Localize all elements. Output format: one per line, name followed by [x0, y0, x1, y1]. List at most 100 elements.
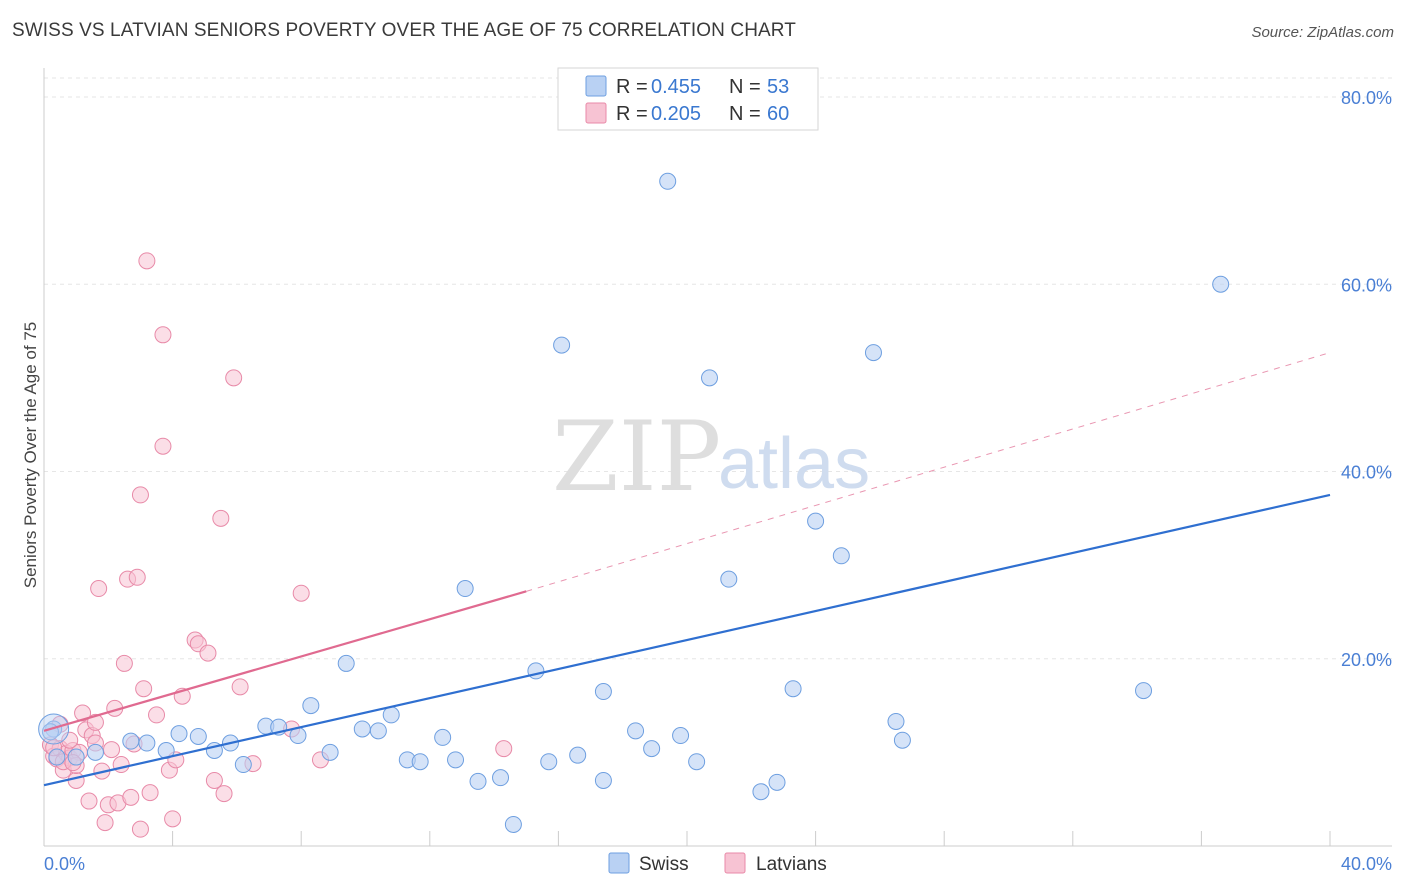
swiss-point: [1212, 275, 1230, 293]
latvians-point: [86, 713, 104, 731]
x-tick-label: 0.0%: [44, 854, 85, 874]
latvians-point: [128, 568, 146, 586]
swiss-point: [234, 756, 252, 774]
latvians-point: [495, 740, 513, 758]
latvians-points: [41, 252, 513, 838]
latvians-point: [154, 326, 172, 344]
watermark-zip: ZIP: [552, 401, 721, 513]
swiss-point: [672, 727, 690, 745]
swiss-point: [832, 547, 850, 565]
legend-r-label: R =: [616, 103, 648, 125]
swiss-point: [170, 725, 188, 743]
bottom-legend-latvians: Latvians: [756, 854, 827, 875]
legend-n-value: 53: [767, 76, 789, 98]
latvians-point: [292, 584, 310, 602]
watermark: ZIP atlas: [552, 401, 870, 513]
swiss-point: [893, 731, 911, 749]
y-tick-label: 20.0%: [1341, 650, 1392, 670]
latvians-point: [231, 678, 249, 696]
swiss-point: [369, 722, 387, 740]
latvians-point: [61, 731, 79, 749]
bottom-legend-swiss: Swiss: [639, 854, 689, 875]
swiss-point: [594, 683, 612, 701]
legend-n-label: N =: [729, 103, 761, 125]
swiss-point: [768, 773, 786, 791]
swiss-point: [302, 697, 320, 715]
latvians-point: [67, 771, 85, 789]
latvians-point: [138, 252, 156, 270]
latvians-point: [205, 771, 223, 789]
latvians-point: [131, 820, 149, 838]
latvians-point: [199, 644, 217, 662]
swiss-point: [807, 512, 825, 530]
legend-n-value: 60: [767, 103, 789, 125]
swiss-point: [784, 680, 802, 698]
y-axis-label: Seniors Poverty Over the Age of 75: [21, 322, 40, 588]
latvians-point: [225, 369, 243, 387]
swiss-point: [86, 743, 104, 761]
legend-n-label: N =: [729, 76, 761, 98]
swiss-point: [456, 580, 474, 598]
swiss-point: [659, 172, 677, 190]
legend: R = 0.455 N = 53 R = 0.205 N = 60: [557, 67, 819, 131]
y-tick-label: 40.0%: [1341, 463, 1392, 483]
bottom-legend: Swiss Latvians: [608, 852, 827, 875]
swiss-points: [38, 172, 1230, 833]
latvians-point: [96, 814, 114, 832]
swiss-point: [447, 751, 465, 769]
swiss-point: [48, 748, 66, 766]
swiss-point: [569, 746, 587, 764]
bottom-legend-swatch-latvians: [724, 852, 746, 874]
swiss-point: [1135, 682, 1153, 700]
source-label: Source: ZipAtlas.com: [1251, 24, 1394, 41]
latvians-point: [148, 706, 166, 724]
latvians-point: [164, 810, 182, 828]
latvians-point: [141, 784, 159, 802]
legend-swatch-latvians: [585, 102, 607, 124]
latvians-point: [215, 785, 233, 803]
swiss-point: [382, 706, 400, 724]
latvians-point: [90, 580, 108, 598]
swiss-point: [353, 720, 371, 738]
latvians-point: [212, 509, 230, 527]
watermark-atlas: atlas: [718, 424, 870, 504]
legend-r-value: 0.205: [651, 103, 701, 125]
swiss-point: [864, 344, 882, 362]
y-tick-label: 80.0%: [1341, 88, 1392, 108]
swiss-point: [540, 753, 558, 771]
latvians-point: [122, 788, 140, 806]
swiss-point: [434, 728, 452, 746]
grid-lines: [44, 77, 1392, 660]
latvians-trend-line: [43, 590, 527, 732]
swiss-point: [469, 772, 487, 790]
swiss-point: [887, 712, 905, 730]
legend-r-label: R =: [616, 76, 648, 98]
y-tick-labels: 20.0% 40.0% 60.0% 80.0%: [1341, 88, 1392, 670]
swiss-point: [337, 654, 355, 672]
swiss-point: [553, 336, 571, 354]
bottom-legend-swatch-swiss: [608, 852, 630, 874]
latvians-point: [154, 437, 172, 455]
swiss-point: [627, 722, 645, 740]
latvians-point: [131, 486, 149, 504]
swiss-point: [720, 570, 738, 588]
swiss-point: [504, 815, 522, 833]
latvians-point: [115, 654, 133, 672]
x-tick-labels: 0.0% 40.0%: [44, 854, 1392, 874]
swiss-point: [688, 753, 706, 771]
y-tick-label: 60.0%: [1341, 275, 1392, 295]
chart-title: SWISS VS LATVIAN SENIORS POVERTY OVER TH…: [12, 20, 796, 41]
trend-lines: [43, 352, 1331, 787]
swiss-point: [492, 769, 510, 787]
axes: [43, 68, 1392, 847]
swiss-point: [701, 369, 719, 387]
latvians-point: [74, 704, 92, 722]
swiss-point: [594, 771, 612, 789]
swiss-point: [527, 662, 545, 680]
swiss-point: [752, 783, 770, 801]
latvians-point: [103, 741, 121, 759]
latvians-point: [135, 680, 153, 698]
swiss-trend-line: [43, 493, 1331, 787]
swiss-point: [321, 743, 339, 761]
